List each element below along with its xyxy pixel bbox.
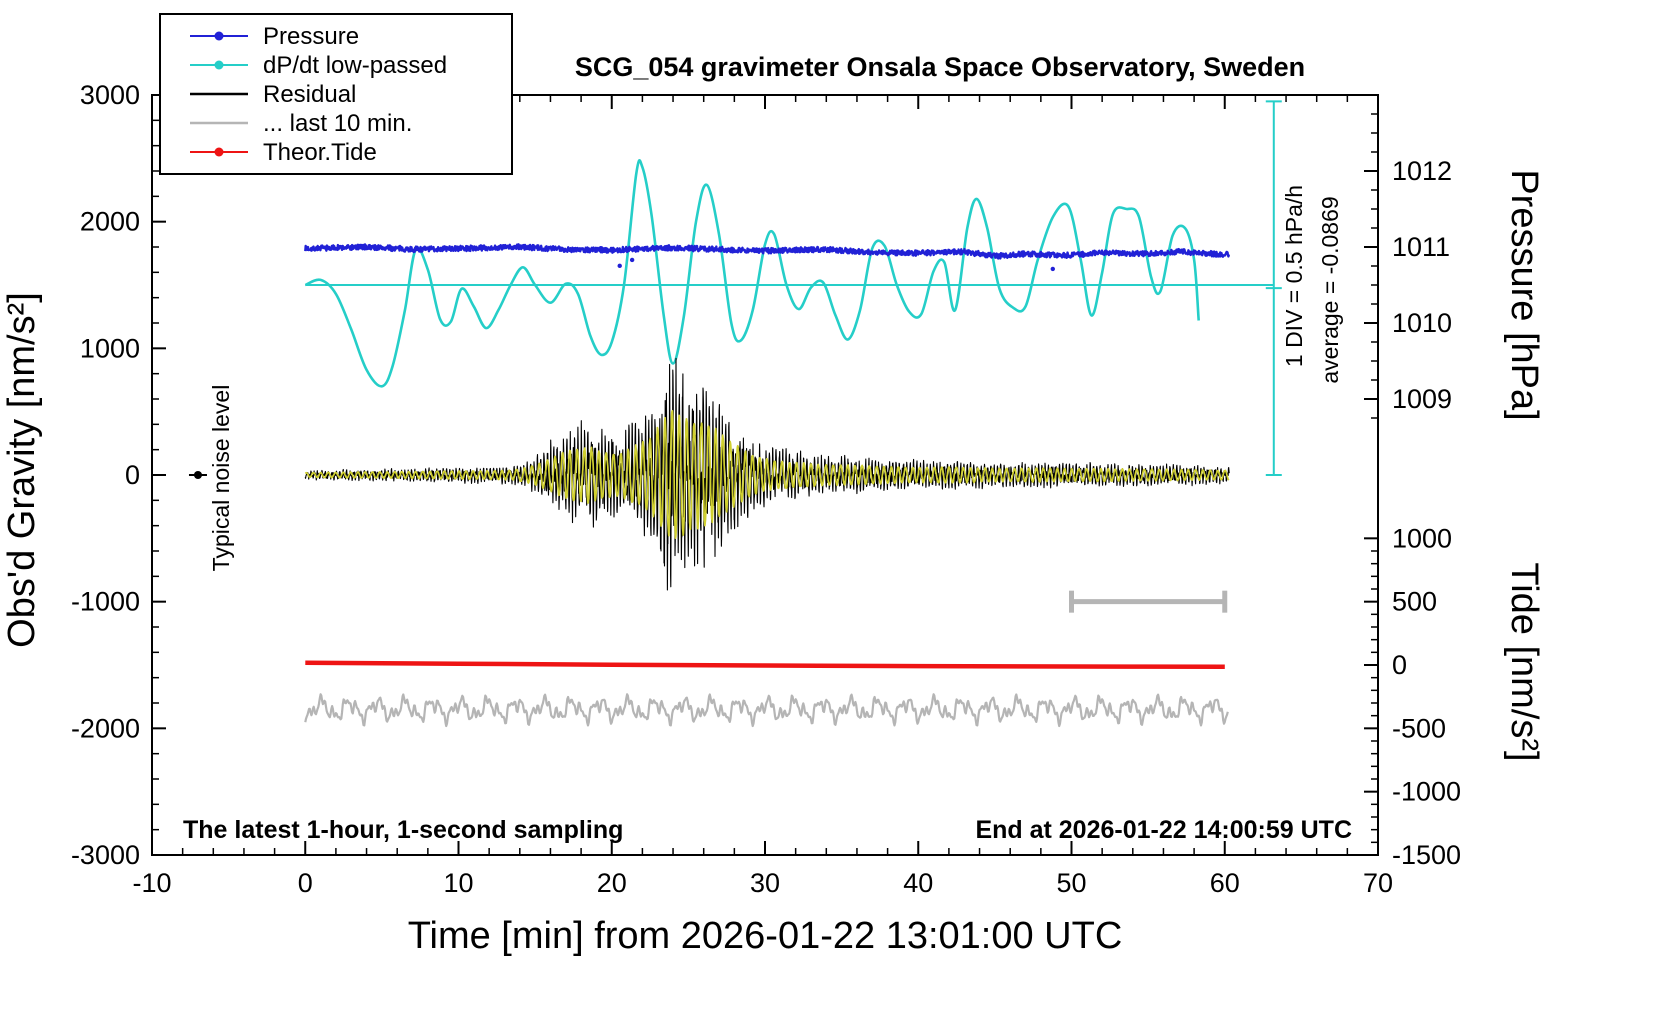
pressure-tick-label: 1011 [1392, 232, 1450, 262]
annotation-div-scale: 1 DIV = 0.5 hPa/h [1281, 185, 1307, 367]
annotation-noise-level: Typical noise level [208, 385, 234, 572]
tide-tick-label: -1000 [1392, 777, 1461, 807]
series-theor-tide [305, 660, 1225, 670]
y-left-axis-label: Obs'd Gravity [nm/s²] [1, 292, 43, 648]
y-right-pressure-label: Pressure [hPa] [1503, 169, 1545, 420]
pressure-tick-label: 1010 [1392, 308, 1452, 338]
y-left-tick-label: -3000 [71, 840, 140, 870]
pressure-outlier-dot [629, 257, 635, 263]
x-tick-label: 30 [750, 868, 780, 898]
noise-level-marker [193, 471, 202, 479]
y-left-tick-label: 0 [125, 460, 140, 490]
tide-tick-label: -500 [1392, 713, 1446, 743]
pressure-tick-label: 1009 [1392, 384, 1452, 414]
annotation-end-time: End at 2026-01-22 14:00:59 UTC [975, 816, 1352, 844]
legend-marker-dot [214, 31, 224, 41]
x-tick-label: -10 [132, 868, 171, 898]
y-left-tick-label: -1000 [71, 587, 140, 617]
series-layer [188, 100, 1282, 728]
legend-item-label: Theor.Tide [263, 139, 377, 166]
x-tick-label: 0 [298, 868, 313, 898]
y-left-tick-label: -2000 [71, 713, 140, 743]
x-tick-label: 20 [597, 868, 627, 898]
tide-tick-label: 1000 [1392, 523, 1452, 553]
x-axis-label: Time [min] from 2026-01-22 13:01:00 UTC [408, 915, 1123, 957]
legend-item-label: dP/dt low-passed [263, 52, 447, 79]
x-tick-label: 70 [1363, 868, 1393, 898]
tide-tick-label: 500 [1392, 587, 1437, 617]
annotation-sampling: The latest 1-hour, 1-second sampling [183, 816, 623, 844]
annotation-average: average = -0.0869 [1317, 196, 1343, 383]
pressure-tick-label: 1012 [1392, 156, 1452, 186]
chart-title: SCG_054 gravimeter Onsala Space Observat… [575, 52, 1305, 82]
x-tick-label: 50 [1056, 868, 1086, 898]
series-dpdt-low-passed [304, 159, 1200, 388]
tide-tick-label: -1500 [1392, 840, 1461, 870]
y-left-tick-label: 3000 [80, 80, 140, 110]
y-left-tick-label: 1000 [80, 333, 140, 363]
series-residual-yellow [304, 409, 1230, 540]
pressure-outlier-dot [617, 263, 622, 269]
pressure-outlier-dot [1050, 266, 1056, 272]
legend-marker-dot [214, 60, 224, 70]
x-tick-label: 60 [1210, 868, 1240, 898]
x-tick-label: 10 [443, 868, 473, 898]
axes-layer: -10 0 10 20 30 40 50 60 70 -3000 -2000 -1000 0 1000 20… [71, 80, 1461, 898]
series-pressure [304, 243, 1231, 260]
y-left-tick-label: 2000 [80, 207, 140, 237]
legend-item-label: Residual [263, 81, 356, 108]
legend-item-label: ... last 10 min. [263, 110, 412, 137]
legend-item-label: Pressure [263, 23, 359, 50]
series-gray-trace [304, 693, 1229, 728]
legend-marker-dot [214, 147, 224, 157]
y-right-tide-label: Tide [nm/s²] [1503, 562, 1545, 761]
plot-frame [151, 94, 1379, 856]
x-tick-label: 40 [903, 868, 933, 898]
tide-tick-label: 0 [1392, 650, 1407, 680]
